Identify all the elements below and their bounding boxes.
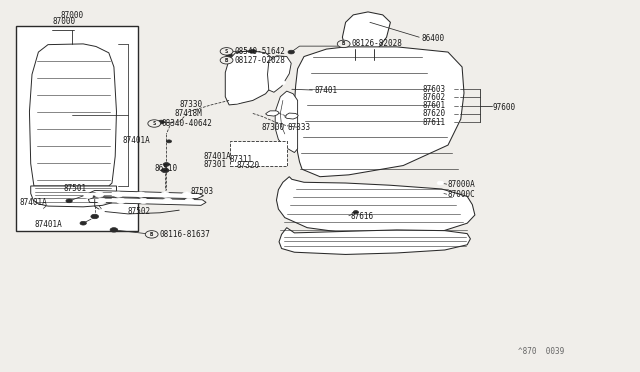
Circle shape <box>139 198 148 203</box>
Text: 87401A: 87401A <box>122 136 150 145</box>
Polygon shape <box>294 47 464 177</box>
Circle shape <box>242 56 255 63</box>
Text: 87501: 87501 <box>63 185 86 193</box>
Polygon shape <box>285 113 298 119</box>
Text: S: S <box>225 49 228 54</box>
Text: B: B <box>225 58 228 63</box>
Polygon shape <box>88 197 206 205</box>
Text: 87401: 87401 <box>315 86 338 94</box>
Circle shape <box>226 53 232 57</box>
Circle shape <box>110 228 118 232</box>
Circle shape <box>353 211 358 214</box>
Polygon shape <box>342 12 390 49</box>
Circle shape <box>437 181 444 185</box>
Bar <box>16 26 138 231</box>
Circle shape <box>163 163 170 166</box>
Text: 87602: 87602 <box>422 93 445 102</box>
Text: 87503: 87503 <box>191 187 214 196</box>
Text: 87320: 87320 <box>237 161 260 170</box>
Text: 87601: 87601 <box>422 101 445 110</box>
Circle shape <box>163 198 172 203</box>
Text: 87311: 87311 <box>229 155 252 164</box>
Circle shape <box>166 140 172 143</box>
Circle shape <box>158 120 164 124</box>
Circle shape <box>95 192 104 197</box>
Circle shape <box>220 48 233 55</box>
Text: S: S <box>152 121 156 126</box>
Text: 87603: 87603 <box>422 85 445 94</box>
Circle shape <box>161 168 169 173</box>
Text: 87333: 87333 <box>288 123 311 132</box>
Text: 87330: 87330 <box>179 100 202 109</box>
Bar <box>230 141 287 166</box>
Circle shape <box>288 50 294 54</box>
Circle shape <box>250 49 256 53</box>
Text: 87620: 87620 <box>422 109 445 118</box>
Text: 87502: 87502 <box>128 207 151 216</box>
Text: 87000: 87000 <box>61 12 84 20</box>
Circle shape <box>278 80 285 85</box>
Circle shape <box>136 192 145 197</box>
Circle shape <box>232 98 241 103</box>
Circle shape <box>273 66 284 72</box>
Text: 86510: 86510 <box>155 164 178 173</box>
Polygon shape <box>268 56 291 92</box>
Text: 87611: 87611 <box>422 118 445 126</box>
Circle shape <box>437 191 444 195</box>
Text: 87401A: 87401A <box>20 198 47 207</box>
Text: 08340-40642: 08340-40642 <box>162 119 212 128</box>
Polygon shape <box>29 44 116 186</box>
Polygon shape <box>275 91 298 153</box>
Circle shape <box>337 40 350 48</box>
Circle shape <box>145 231 158 238</box>
Circle shape <box>161 192 170 197</box>
Text: B: B <box>342 41 346 46</box>
Polygon shape <box>279 228 470 254</box>
Polygon shape <box>31 186 116 207</box>
Text: 87000C: 87000C <box>448 190 476 199</box>
Polygon shape <box>225 51 276 105</box>
Text: 08540-51642: 08540-51642 <box>234 47 285 56</box>
Circle shape <box>148 120 161 127</box>
Polygon shape <box>266 111 279 116</box>
Circle shape <box>97 198 106 203</box>
Circle shape <box>185 198 194 203</box>
Text: 87301: 87301 <box>204 160 227 169</box>
Text: 87418M: 87418M <box>175 109 202 118</box>
Circle shape <box>40 209 47 213</box>
Text: 87000: 87000 <box>52 17 76 26</box>
Circle shape <box>116 198 125 203</box>
Circle shape <box>66 199 72 203</box>
Polygon shape <box>276 177 475 235</box>
Text: 87616: 87616 <box>351 212 374 221</box>
Circle shape <box>114 192 123 197</box>
Text: 08116-81637: 08116-81637 <box>159 230 210 239</box>
Polygon shape <box>88 190 204 199</box>
Circle shape <box>91 214 99 219</box>
Text: 87401A: 87401A <box>35 220 63 229</box>
Text: 08126-82028: 08126-82028 <box>351 39 402 48</box>
Text: ^870  0039: ^870 0039 <box>518 347 564 356</box>
Circle shape <box>98 209 104 213</box>
Text: B: B <box>150 232 154 237</box>
Text: 87401A: 87401A <box>204 152 231 161</box>
Circle shape <box>182 192 191 197</box>
Circle shape <box>90 215 99 220</box>
Text: 87000A: 87000A <box>448 180 476 189</box>
Text: 97600: 97600 <box>493 103 516 112</box>
Text: 86400: 86400 <box>421 34 444 43</box>
Circle shape <box>80 221 86 225</box>
Text: 08127-02028: 08127-02028 <box>234 56 285 65</box>
Text: 87300: 87300 <box>261 123 284 132</box>
Circle shape <box>235 80 245 86</box>
Circle shape <box>84 193 93 198</box>
Circle shape <box>220 57 233 64</box>
